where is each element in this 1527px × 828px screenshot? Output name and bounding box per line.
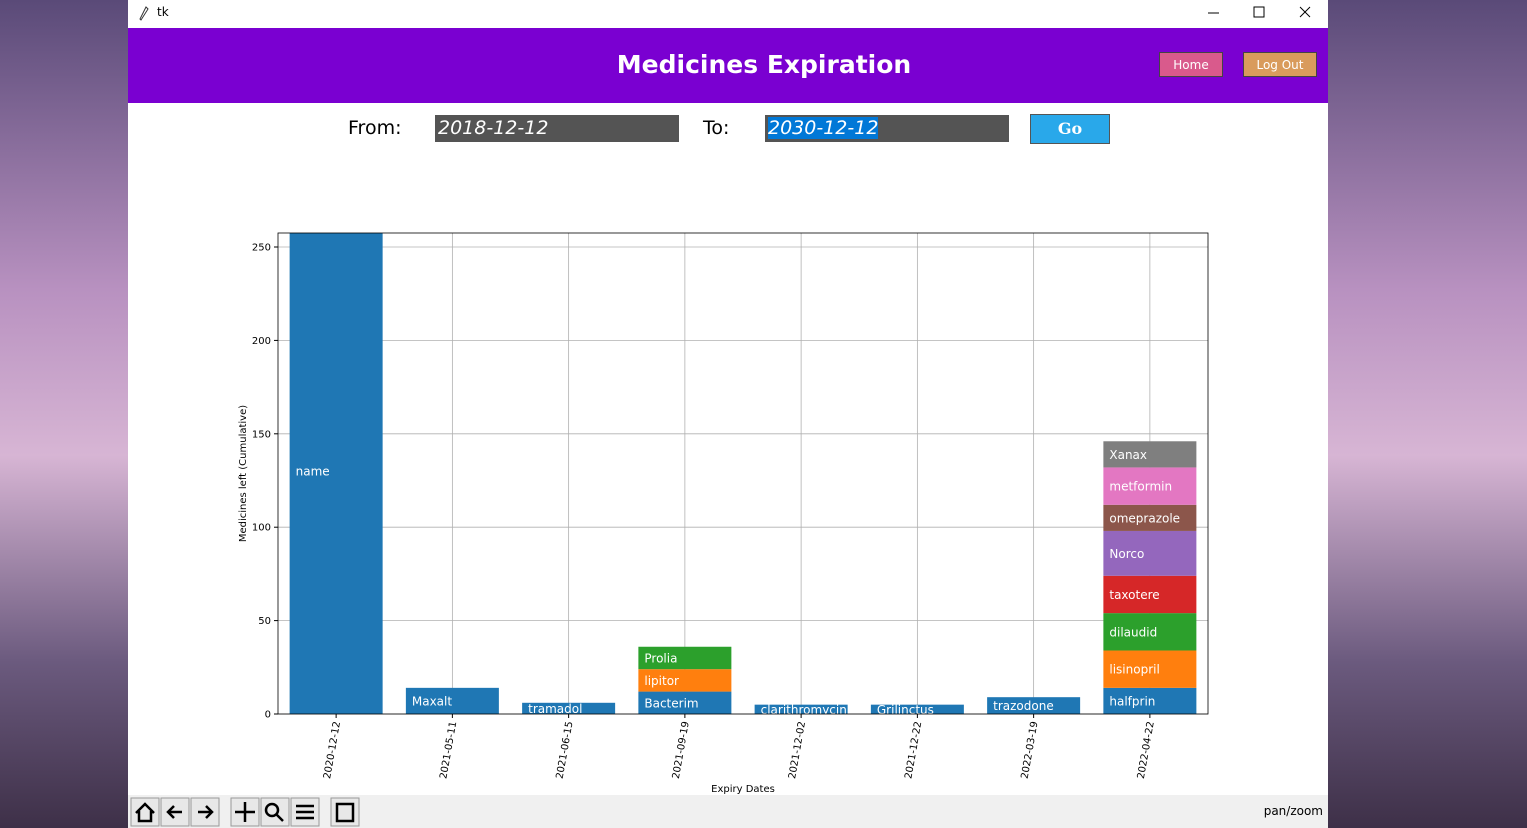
home-button[interactable]: Home (1159, 52, 1223, 77)
app-icon (139, 6, 149, 21)
title-bar: tk (128, 0, 1328, 28)
y-tick-label: 250 (252, 243, 271, 254)
selected-text: 2030-12-12 (768, 117, 879, 139)
from-entry[interactable]: 2018-12-12 (435, 115, 679, 142)
segment-label: Maxalt (412, 694, 452, 708)
segment-label: name (296, 465, 330, 479)
x-axis-label: Expiry Dates (711, 784, 775, 795)
logout-button[interactable]: Log Out (1243, 52, 1317, 77)
toolbar: pan/zoom (128, 795, 1328, 828)
segment-label: halfprin (1109, 694, 1155, 708)
x-tick-label: 2021-12-22 (903, 721, 924, 780)
window-controls[interactable] (1198, 0, 1328, 28)
go-button[interactable]: Go (1030, 114, 1110, 144)
toolbar-status: pan/zoom (1263, 804, 1323, 818)
segment-label: lisinopril (1109, 663, 1159, 677)
bar-segment (1103, 687, 1197, 714)
segment-label: dilaudid (1109, 625, 1157, 639)
bar-segment (1103, 575, 1197, 614)
axes-frame (277, 232, 1209, 715)
segment-label: lipitor (644, 674, 679, 688)
segment-label: taxotere (1109, 588, 1159, 602)
x-tick-label: 2021-12-02 (787, 721, 808, 780)
bar-segment (754, 704, 848, 714)
bar-segment (522, 702, 616, 714)
grid (278, 233, 1208, 715)
segment-label: Norco (1109, 547, 1144, 561)
x-tick-label: 2022-03-19 (1020, 721, 1041, 780)
y-tick-label: 0 (265, 710, 271, 721)
x-tick-label: 2021-09-19 (671, 721, 692, 780)
bars: name Maxalt tramadol Bacterim lipitor Prolia c… (289, 233, 1197, 717)
segment-label: Prolia (644, 651, 677, 665)
chart: 0 50 100 150 200 250 2020-12-12 2021-05-11 2021-… (238, 232, 1209, 795)
window: tk Medicines Expiration Home Log Out Fro… (128, 0, 1328, 828)
bar-segment (1103, 530, 1197, 576)
segment-label: metformin (1109, 480, 1172, 494)
bar-segment (638, 646, 732, 670)
segment-label: trazodone (993, 699, 1054, 713)
bar-segment (1103, 504, 1197, 531)
segment-label: omeprazole (1109, 511, 1180, 525)
header-title: Medicines Expiration (616, 50, 912, 79)
bar-segment (1103, 613, 1197, 651)
y-tick-label: 150 (252, 429, 271, 440)
x-tick-label: 2020-12-12 (322, 721, 343, 780)
bar-segment (987, 697, 1081, 714)
y-tick-label: 200 (252, 336, 271, 347)
bar-segment (638, 691, 732, 714)
toolbar-icons[interactable] (130, 797, 490, 827)
bar-segment (289, 233, 383, 714)
y-tick-label: 50 (258, 616, 271, 627)
bar-segment (638, 669, 732, 692)
segment-label: clarithromycin (761, 703, 847, 717)
header: Medicines Expiration Home Log Out (128, 28, 1328, 103)
window-title: tk (157, 5, 169, 19)
x-tick-label: 2022-04-22 (1136, 721, 1157, 780)
to-entry[interactable]: 2030-12-12 (765, 115, 1009, 142)
segment-label: Grilinctus (877, 703, 934, 717)
segment-label: Xanax (1109, 448, 1147, 462)
bar-segment (870, 704, 964, 714)
bar-segment (1103, 441, 1197, 468)
bar-segment (405, 687, 499, 714)
x-tick-label: 2021-05-11 (438, 721, 459, 780)
segment-label: tramadol (528, 702, 582, 716)
x-tick-label: 2021-06-15 (555, 721, 576, 780)
segment-label: Bacterim (644, 696, 698, 710)
bar-segment (1103, 467, 1197, 505)
y-axis-label: Medicines left (Cumulative) (238, 405, 249, 542)
to-label: To: (703, 117, 730, 139)
bar-segment (1103, 650, 1197, 688)
from-label: From: (348, 117, 402, 139)
y-tick-label: 100 (252, 523, 271, 534)
